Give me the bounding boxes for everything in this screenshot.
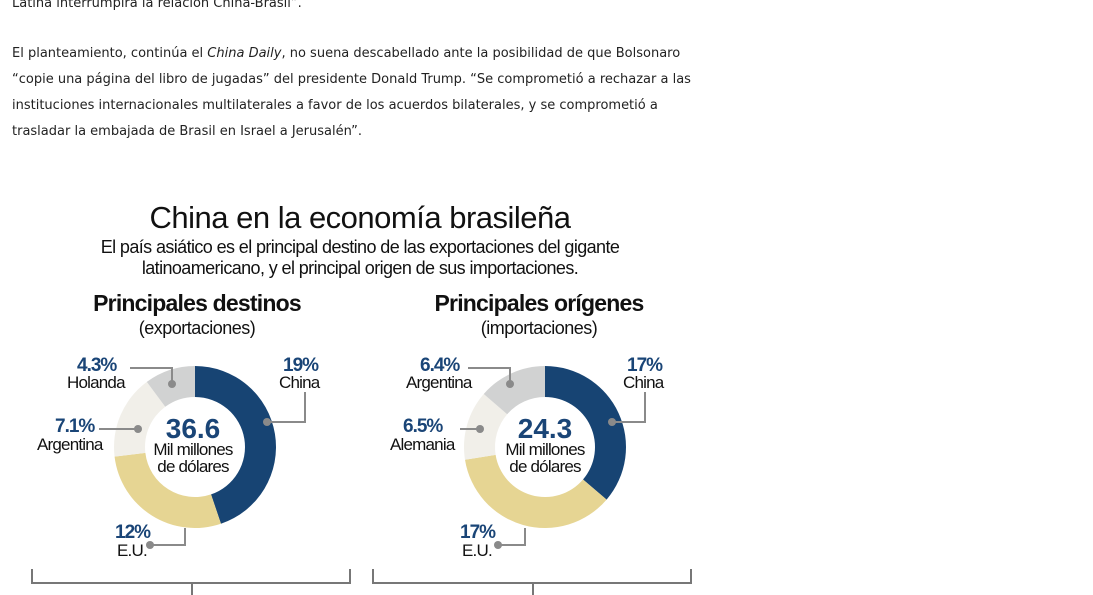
slice-pct-china: 17% (627, 355, 663, 376)
donut-slice-eu (114, 452, 221, 528)
leader-line (267, 392, 306, 423)
slice-label-argentina: Argentina (37, 435, 103, 454)
leader-dot (263, 418, 271, 426)
leader-line (612, 392, 646, 423)
donut-slice-alemania (464, 393, 508, 460)
leader-dot (134, 425, 142, 433)
donut-slice-argentina (114, 381, 166, 457)
slice-label-holanda: Holanda (67, 373, 126, 392)
total-value: 24.3 (517, 413, 573, 444)
slice-label-alemania: Alemania (390, 435, 455, 454)
leader-dot (506, 380, 514, 388)
unit-line: de dólares (509, 457, 581, 476)
chart-title: China en la economía brasileña (149, 200, 572, 235)
paragraph-text: El planteamiento, continúa el (12, 46, 208, 61)
leader-dot (608, 418, 616, 426)
slice-pct-eu: 12% (115, 522, 151, 543)
leader-line (468, 367, 511, 384)
slice-label-eu: E.U. (462, 541, 493, 560)
slice-pct-eu: 17% (460, 522, 496, 543)
leader-dot (476, 425, 484, 433)
subtitle-line: El país asiático es el principal destino… (100, 237, 620, 257)
article-paragraph: El planteamiento, continúa el China Dail… (12, 41, 712, 145)
leader-line (150, 528, 186, 546)
leader-dot (146, 541, 154, 549)
chart-subtitle: El país asiático es el principal destino… (0, 237, 720, 279)
slice-pct-alemania: 6.5% (403, 416, 443, 437)
slice-pct-argentina: 6.4% (420, 355, 460, 376)
paragraph-text: , no suena descabellado ante la posibili… (12, 46, 691, 139)
bracket-line (31, 569, 351, 584)
subtitle-line: latinoamericano, y el principal origen d… (141, 258, 579, 278)
slice-label-china: China (623, 373, 664, 392)
bracket-line (372, 569, 692, 584)
slice-pct-china: 19% (283, 355, 319, 376)
leader-line (498, 528, 526, 546)
slice-label-argentina: Argentina (406, 373, 472, 392)
slice-pct-argentina: 7.1% (55, 416, 95, 437)
slice-pct-holanda: 4.3% (77, 355, 117, 376)
donut-slice-china (545, 366, 626, 500)
leader-dot (168, 380, 176, 388)
total-unit: Mil millones de dólares (485, 441, 605, 475)
unit-line: de dólares (157, 457, 229, 476)
total-value: 36.6 (165, 413, 221, 444)
subheading-exportaciones: (exportaciones) (138, 318, 256, 338)
slice-label-eu: E.U. (117, 541, 148, 560)
leader-line (130, 367, 173, 384)
newspaper-name: China Daily (207, 46, 282, 61)
donut-slice-argentina (483, 366, 545, 415)
donut-slice-eu (465, 454, 607, 528)
leader-dot (494, 541, 502, 549)
heading-origenes: Principales orígenes (434, 290, 645, 316)
donut-slice-china (195, 366, 277, 524)
slice-label-china: China (279, 373, 320, 392)
heading-destinos: Principales destinos (93, 290, 302, 316)
unit-line: Mil millones (153, 440, 233, 459)
unit-line: Mil millones (505, 440, 585, 459)
subheading-importaciones: (importaciones) (480, 318, 598, 338)
total-unit: Mil millones de dólares (133, 441, 253, 475)
article-text-line: Latina interrumpirá la relación China-Br… (12, 0, 302, 11)
